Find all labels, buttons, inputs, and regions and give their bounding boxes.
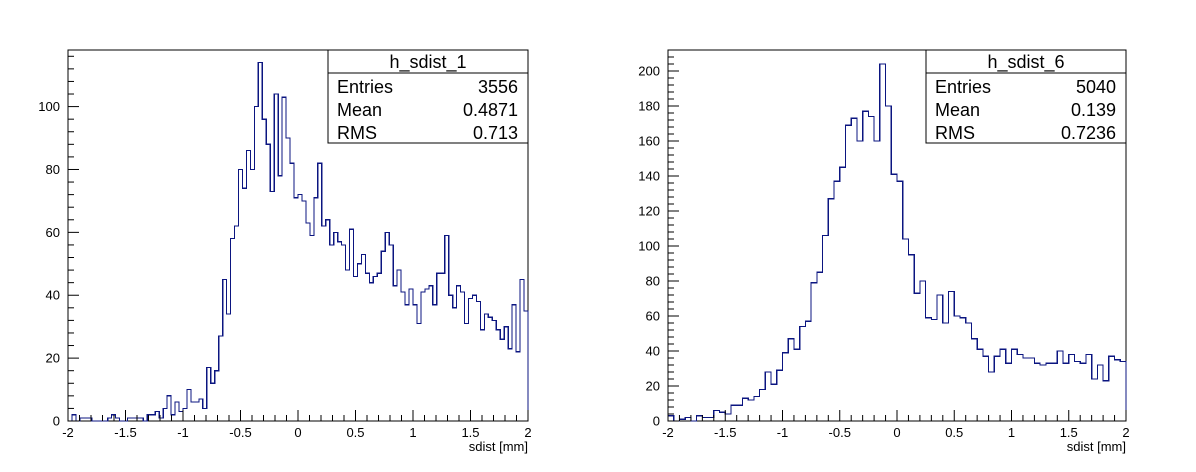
histogram-title: h_sdist_6 bbox=[987, 52, 1064, 73]
y-tick-label: 20 bbox=[646, 379, 660, 394]
y-tick-label: 40 bbox=[646, 344, 660, 359]
x-tick-label: 0.5 bbox=[945, 425, 963, 440]
y-tick-label: 0 bbox=[53, 414, 60, 429]
y-tick-label: 0 bbox=[653, 414, 660, 429]
y-axis: 0 20 40 60 80 100 120 140 160 180 200 bbox=[638, 49, 679, 429]
stat-rms-label: RMS bbox=[337, 123, 377, 143]
x-tick-label: -1.5 bbox=[114, 425, 136, 440]
stats-box: h_sdist_1 Entries 3556 Mean 0.4871 RMS 0.713 bbox=[327, 49, 529, 144]
stats-box-frame bbox=[925, 49, 1127, 144]
x-tick-label: 1.5 bbox=[1060, 425, 1078, 440]
y-tick-label: 180 bbox=[638, 99, 660, 114]
y-tick-label: 80 bbox=[646, 274, 660, 289]
stat-rms-value: 0.7236 bbox=[1061, 123, 1116, 143]
y-axis: 0 20 40 60 80 100 bbox=[38, 55, 79, 429]
x-tick-label: 0 bbox=[893, 425, 900, 440]
histogram-line bbox=[68, 61, 529, 422]
x-tick-label: 1 bbox=[1008, 425, 1015, 440]
x-tick-label: -1 bbox=[777, 425, 789, 440]
y-tick-label: 80 bbox=[46, 162, 60, 177]
stat-mean-label: Mean bbox=[337, 100, 382, 120]
y-tick-label: 60 bbox=[646, 309, 660, 324]
histogram-line bbox=[667, 63, 1127, 422]
x-tick-label: -0.5 bbox=[229, 425, 251, 440]
x-tick-label: -1.5 bbox=[714, 425, 736, 440]
stat-mean-label: Mean bbox=[935, 100, 980, 120]
x-tick-label: 1 bbox=[409, 425, 416, 440]
stats-box-frame bbox=[327, 49, 529, 144]
x-tick-label: -2 bbox=[662, 425, 674, 440]
y-tick-label: 100 bbox=[638, 239, 660, 254]
y-tick-label: 100 bbox=[38, 99, 60, 114]
histogram-title: h_sdist_1 bbox=[389, 52, 466, 73]
stats-box: h_sdist_6 Entries 5040 Mean 0.139 RMS 0.7236 bbox=[925, 49, 1127, 144]
x-tick-label: 0.5 bbox=[346, 425, 364, 440]
y-tick-label: 40 bbox=[46, 288, 60, 303]
x-tick-label: 1.5 bbox=[461, 425, 479, 440]
stat-entries-value: 5040 bbox=[1076, 77, 1116, 97]
y-tick-label: 20 bbox=[46, 351, 60, 366]
y-tick-label: 160 bbox=[638, 134, 660, 149]
x-tick-label: 2 bbox=[524, 425, 531, 440]
stat-rms-label: RMS bbox=[935, 123, 975, 143]
x-tick-label: -1 bbox=[177, 425, 189, 440]
y-tick-label: 120 bbox=[638, 204, 660, 219]
stat-entries-label: Entries bbox=[935, 77, 991, 97]
y-tick-label: 60 bbox=[46, 225, 60, 240]
stat-mean-value: 0.4871 bbox=[463, 100, 518, 120]
y-tick-label: 140 bbox=[638, 169, 660, 184]
x-tick-label: 2 bbox=[1122, 425, 1129, 440]
stat-mean-value: 0.139 bbox=[1071, 100, 1116, 120]
x-axis-title: sdist [mm] bbox=[469, 439, 528, 454]
x-tick-label: -0.5 bbox=[829, 425, 851, 440]
stat-entries-label: Entries bbox=[337, 77, 393, 97]
stat-entries-value: 3556 bbox=[478, 77, 518, 97]
x-tick-label: 0 bbox=[294, 425, 301, 440]
x-axis-title: sdist [mm] bbox=[1067, 439, 1126, 454]
stat-rms-value: 0.713 bbox=[473, 123, 518, 143]
x-tick-label: -2 bbox=[62, 425, 74, 440]
y-tick-label: 200 bbox=[638, 64, 660, 79]
